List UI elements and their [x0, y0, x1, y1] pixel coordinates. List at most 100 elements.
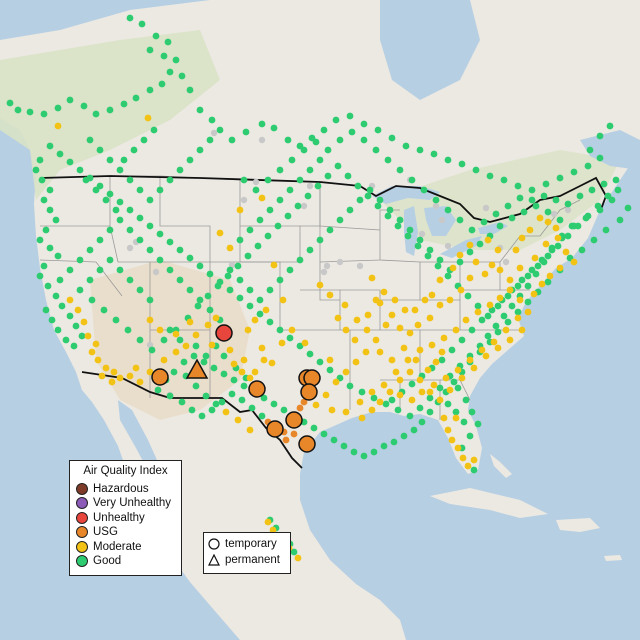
monitor-moderate — [380, 288, 388, 296]
monitor-good — [556, 174, 564, 182]
legend-item-temporary: temporary — [204, 536, 290, 552]
monitor-good — [384, 212, 392, 220]
monitor-temporary-unhealthy — [215, 324, 233, 342]
monitor-good — [604, 192, 612, 200]
monitor-moderate — [98, 372, 106, 380]
monitor-moderate — [279, 296, 287, 304]
monitor-good — [256, 310, 264, 318]
monitor-good — [310, 424, 318, 432]
monitor-good — [374, 126, 382, 134]
monitor-good — [274, 222, 282, 230]
monitor-moderate — [332, 378, 340, 386]
monitor-good — [208, 116, 216, 124]
monitor-moderate — [490, 338, 498, 346]
monitor-good — [578, 246, 586, 254]
monitor-good — [448, 346, 456, 354]
monitor-good — [438, 356, 446, 364]
monitor-moderate — [108, 378, 116, 386]
monitor-good — [40, 262, 48, 270]
monitor-moderate — [496, 294, 504, 302]
monitor-good — [360, 452, 368, 460]
monitor-good — [106, 106, 114, 114]
monitor-good — [468, 326, 476, 334]
monitor-good — [458, 160, 466, 168]
monitor-good — [366, 186, 374, 194]
monitor-moderate — [258, 194, 266, 202]
monitor-nodata — [550, 210, 558, 218]
monitor-good — [126, 276, 134, 284]
monitor-good — [306, 350, 314, 358]
monitor-moderate — [536, 214, 544, 222]
monitor-moderate — [404, 356, 412, 364]
legend-item-moderate: Moderate — [70, 540, 181, 555]
monitor-good — [32, 166, 40, 174]
monitor-good — [270, 400, 278, 408]
monitor-moderate — [464, 462, 472, 470]
monitor-good — [458, 336, 466, 344]
monitor-good — [584, 162, 592, 170]
monitor-good — [396, 166, 404, 174]
monitor-moderate — [446, 386, 454, 394]
monitor-good — [548, 244, 556, 252]
monitor-moderate — [84, 332, 92, 340]
monitor-good — [288, 156, 296, 164]
monitor-good — [296, 176, 304, 184]
monitor-good — [276, 196, 284, 204]
monitor-moderate — [222, 408, 230, 416]
monitor-moderate — [368, 388, 376, 396]
monitor-moderate — [466, 241, 474, 249]
monitor-nodata — [502, 258, 510, 266]
monitor-good — [112, 316, 120, 324]
monitor-moderate — [474, 308, 482, 316]
monitor-moderate — [341, 301, 349, 309]
monitor-moderate — [436, 301, 444, 309]
monitor-good — [372, 146, 380, 154]
monitor-good — [528, 196, 536, 204]
monitor-moderate — [262, 306, 270, 314]
monitor-good — [36, 236, 44, 244]
monitor-moderate — [238, 368, 246, 376]
monitor-moderate — [376, 398, 384, 406]
monitor-good — [494, 328, 502, 336]
monitor-moderate — [80, 318, 88, 326]
monitor-good — [210, 364, 218, 372]
monitor-moderate — [546, 272, 554, 280]
monitor-good — [256, 216, 264, 224]
monitor-good — [136, 236, 144, 244]
monitor-moderate — [251, 368, 259, 376]
monitor-good — [472, 166, 480, 174]
monitor-good — [492, 210, 500, 218]
monitor-good — [474, 302, 482, 310]
monitor-nodata — [258, 136, 266, 144]
monitor-good — [132, 94, 140, 102]
monitor-moderate — [372, 336, 380, 344]
monitor-good — [156, 186, 164, 194]
monitor-good — [596, 154, 604, 162]
monitor-good — [286, 186, 294, 194]
monitor-good — [320, 430, 328, 438]
monitor-moderate — [268, 359, 276, 367]
monitor-nodata — [356, 262, 364, 270]
good-swatch-icon — [76, 555, 88, 568]
country-borders — [39, 175, 607, 469]
monitor-nodata — [300, 202, 308, 210]
monitor-good — [40, 110, 48, 118]
monitor-good — [332, 116, 340, 124]
monitor-good — [544, 208, 552, 216]
monitor-good — [256, 296, 264, 304]
monitor-moderate — [406, 368, 414, 376]
monitor-good — [432, 196, 440, 204]
monitor-good — [600, 180, 608, 188]
gulf-st-lawrence — [580, 130, 640, 170]
monitor-moderate — [388, 311, 396, 319]
monitor-moderate — [502, 326, 510, 334]
monitor-moderate — [246, 374, 254, 382]
monitor-moderate — [102, 364, 110, 372]
monitor-moderate — [440, 334, 448, 342]
monitor-good — [426, 408, 434, 416]
monitor-moderate — [376, 348, 384, 356]
monitor-nodata — [228, 261, 236, 269]
monitor-good — [370, 394, 378, 402]
monitor-good — [544, 278, 552, 286]
monitor-good — [316, 156, 324, 164]
